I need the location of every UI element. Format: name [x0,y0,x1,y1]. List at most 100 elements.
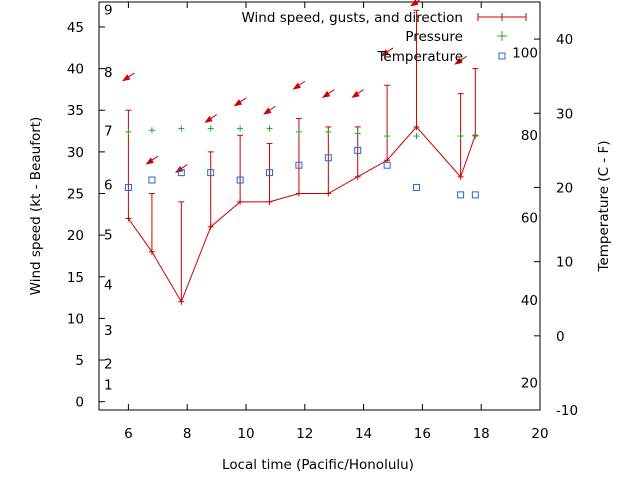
y2-axis-label: Temperature (C - F) [596,141,612,273]
pressure-point [125,128,132,135]
wind-direction-arrow [351,89,364,99]
pressure-point [207,125,214,132]
x-tick-label: 18 [473,426,490,442]
wind-direction-arrow [204,114,217,123]
beaufort-scale: 1 2 3 4 5 6 7 8 9 [104,3,113,394]
y2-tick-label: 40 [556,32,573,48]
temperature-point [207,169,215,177]
wind-direction-head [351,90,360,99]
wind-direction-head [263,107,272,115]
wind-direction-head [380,49,390,57]
temperature-point [413,183,421,191]
pressure-point [384,133,391,140]
y-tick-label: 10 [67,311,84,327]
beaufort-label: 5 [104,227,113,243]
y-axis-ticks: 0 5 10 15 20 25 30 35 40 45 [67,20,105,411]
wind-direction-arrow [263,105,276,115]
y-tick-label: 5 [75,353,84,369]
y2-tick-label: 30 [556,106,573,122]
y-axis-label: Wind speed (kt - Beaufort) [28,117,44,296]
x-tick-label: 20 [531,426,548,442]
y2-tick-label: -10 [556,403,578,419]
x-tick-label: 10 [237,426,254,442]
wind-direction-head [204,115,213,123]
beaufort-label: 2 [104,357,113,373]
legend-label-pressure: Pressure [405,29,463,45]
plot-border [98,1,541,411]
x-axis-label: Local time (Pacific/Honolulu) [222,457,414,473]
y-tick-label: 0 [75,395,84,411]
fahrenheit-label: 20 [521,375,538,391]
temperature-point [457,191,465,199]
y-tick-label: 25 [67,187,84,203]
temperature-point [383,161,391,169]
legend-label-wind: Wind speed, gusts, and direction [241,10,463,26]
beaufort-label: 1 [104,377,113,393]
wind-direction-arrow [410,0,421,7]
wind-direction-head [321,90,331,99]
fahrenheit-label: 60 [521,210,538,226]
beaufort-label: 3 [104,323,113,339]
temperature-point [354,146,362,154]
wind-direction-head [233,99,243,107]
beaufort-label: 9 [104,3,113,19]
beaufort-label: 6 [104,178,113,194]
x-axis-ticks: 6 8 10 12 14 16 18 20 [124,2,549,442]
y-tick-label: 15 [67,270,84,286]
y-tick-label: 45 [67,20,84,36]
y-tick-label: 40 [67,62,84,78]
temperature-point [177,169,185,177]
wind-direction-arrow [292,80,306,90]
x-tick-label: 12 [296,426,313,442]
pressure-point [178,125,185,132]
y2-tick-label: 20 [556,180,573,196]
x-tick-label: 14 [355,426,372,442]
pressure-point [457,133,464,140]
y2-axis-ticks: -10 0 10 20 30 40 [534,32,578,419]
wind-direction-head [121,74,131,82]
pressure-point [148,127,155,134]
y2-tick-label: 10 [556,255,573,271]
temperature-point [124,183,132,191]
fahrenheit-label: 80 [521,128,538,144]
pressure-point [413,133,420,140]
pressure-point [325,128,332,135]
wind-direction-arrow [233,97,247,107]
pressure-point [354,130,361,137]
temperature-point [266,169,274,177]
temperature-point [295,161,303,169]
wind-speed-line [127,126,476,303]
wind-direction-arrow [145,155,159,165]
y-tick-label: 30 [67,145,84,161]
wind-direction-arrow [454,55,467,65]
legend-swatch-pressure [497,31,507,41]
legend-swatch-temperature [498,52,506,60]
wind-direction-head [454,57,463,65]
wind-direction-head [410,0,419,7]
pressure-point [295,128,302,135]
y-tick-label: 20 [67,228,84,244]
y-tick-label: 35 [67,103,84,119]
y2-tick-label: 0 [556,329,565,345]
wind-direction-arrow [380,47,394,57]
beaufort-label: 7 [104,123,113,139]
pressure-point [266,125,273,132]
wind-direction-head [145,157,154,165]
fahrenheit-label: 100 [512,46,538,62]
fahrenheit-label: 40 [521,293,538,309]
legend: Wind speed, gusts, and direction Pressur… [241,10,527,65]
wind-direction-arrow [321,89,335,99]
beaufort-label: 4 [104,277,113,293]
wind-series [121,0,479,305]
temperature-point [324,154,332,162]
legend-swatch-wind [477,13,527,21]
temperature-point [236,176,244,184]
wind-direction-arrow [121,72,135,82]
x-tick-label: 6 [124,426,133,442]
temperature-point [471,191,479,199]
x-tick-label: 8 [183,426,192,442]
temperature-point [148,176,156,184]
pressure-point [237,125,244,132]
fahrenheit-scale: 20 40 60 80 100 [512,46,538,392]
